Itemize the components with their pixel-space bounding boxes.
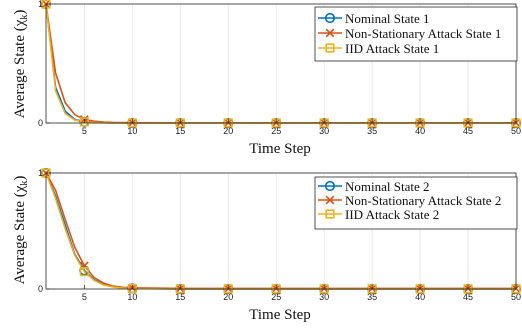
x-tick-label: 10 xyxy=(127,126,137,136)
legend-marker-icon xyxy=(325,195,335,205)
legend-box xyxy=(314,176,518,230)
legend-marker-icon xyxy=(324,180,336,192)
axes xyxy=(45,172,517,290)
data-point-marker xyxy=(79,117,89,127)
x-tick-label: 35 xyxy=(367,126,377,136)
legend-entry-label: Nominal State 1 xyxy=(345,11,430,26)
x-tick-label: 40 xyxy=(415,126,425,136)
data-point-marker xyxy=(127,283,137,294)
legend-entry-label: IID Attack State 1 xyxy=(345,41,439,56)
legend-entry-label: Non-Stationary Attack State 1 xyxy=(345,26,501,41)
y-tick-labels: 01 xyxy=(38,168,50,294)
x-tick-label: 20 xyxy=(223,292,233,302)
x-tick-label: 45 xyxy=(463,292,473,302)
y-axis-label: Average State (χk) xyxy=(12,10,30,119)
x-tick-labels: 5 10 15 20 25 30 35 40 45 50 xyxy=(82,119,521,136)
legend-icons xyxy=(318,12,342,53)
y-axis-label-subscript: k xyxy=(19,181,30,186)
y-axis-label-subscript: k xyxy=(19,15,30,20)
legend: Nominal State 1 Non-Stationary Attack St… xyxy=(314,6,518,62)
x-tick-label: 25 xyxy=(271,126,281,136)
legend-marker-icon xyxy=(324,12,336,24)
x-axis-label: Time Step xyxy=(249,141,311,157)
x-tick-label: 45 xyxy=(463,126,473,136)
axes-box xyxy=(45,3,517,124)
x-tick-label: 35 xyxy=(367,292,377,302)
y-tick-labels: 01 xyxy=(38,0,50,128)
x-tick-labels: 5 10 15 20 25 30 35 40 45 50 xyxy=(82,285,521,302)
y-axis-label: Average State (χk) xyxy=(12,176,30,285)
chart-panel-2: 5 10 15 20 25 30 35 40 45 50 01 Time Step Average… xyxy=(12,167,522,323)
y-tick-label: 0 xyxy=(38,118,43,128)
x-tick-label: 25 xyxy=(271,292,281,302)
x-tick-label: 5 xyxy=(82,126,87,136)
x-tick-label: 30 xyxy=(319,292,329,302)
legend-marker-icon xyxy=(325,43,335,53)
axes-box xyxy=(45,172,517,290)
legend: Nominal State 2 Non-Stationary Attack St… xyxy=(314,176,518,230)
x-tick-label: 50 xyxy=(511,292,521,302)
x-tick-label: 15 xyxy=(175,292,185,302)
x-tick-label: 10 xyxy=(127,292,137,302)
data-point-marker xyxy=(79,266,89,277)
x-tick-label: 30 xyxy=(319,126,329,136)
chart-panel-1: 5 10 15 20 25 30 35 40 45 50 01 Time Step Average… xyxy=(12,0,522,157)
x-tick-label: 15 xyxy=(175,126,185,136)
legend-entry-label: Nominal State 2 xyxy=(345,179,430,194)
legend-marker-icon xyxy=(325,209,335,219)
legend-entry-label: IID Attack State 2 xyxy=(345,207,439,222)
legend-box xyxy=(314,6,518,62)
y-tick-label: 0 xyxy=(38,284,43,294)
x-tick-label: 5 xyxy=(82,292,87,302)
x-tick-label: 40 xyxy=(415,292,425,302)
y-tick-label: 1 xyxy=(38,168,43,178)
x-tick-label: 50 xyxy=(511,126,521,136)
legend-marker-icon xyxy=(325,28,335,38)
y-tick-label: 1 xyxy=(38,0,43,9)
legend-icons xyxy=(318,180,342,219)
x-axis-label: Time Step xyxy=(249,307,311,323)
x-tick-label: 20 xyxy=(223,126,233,136)
axes xyxy=(45,3,517,124)
legend-entry-label: Non-Stationary Attack State 2 xyxy=(345,193,501,208)
